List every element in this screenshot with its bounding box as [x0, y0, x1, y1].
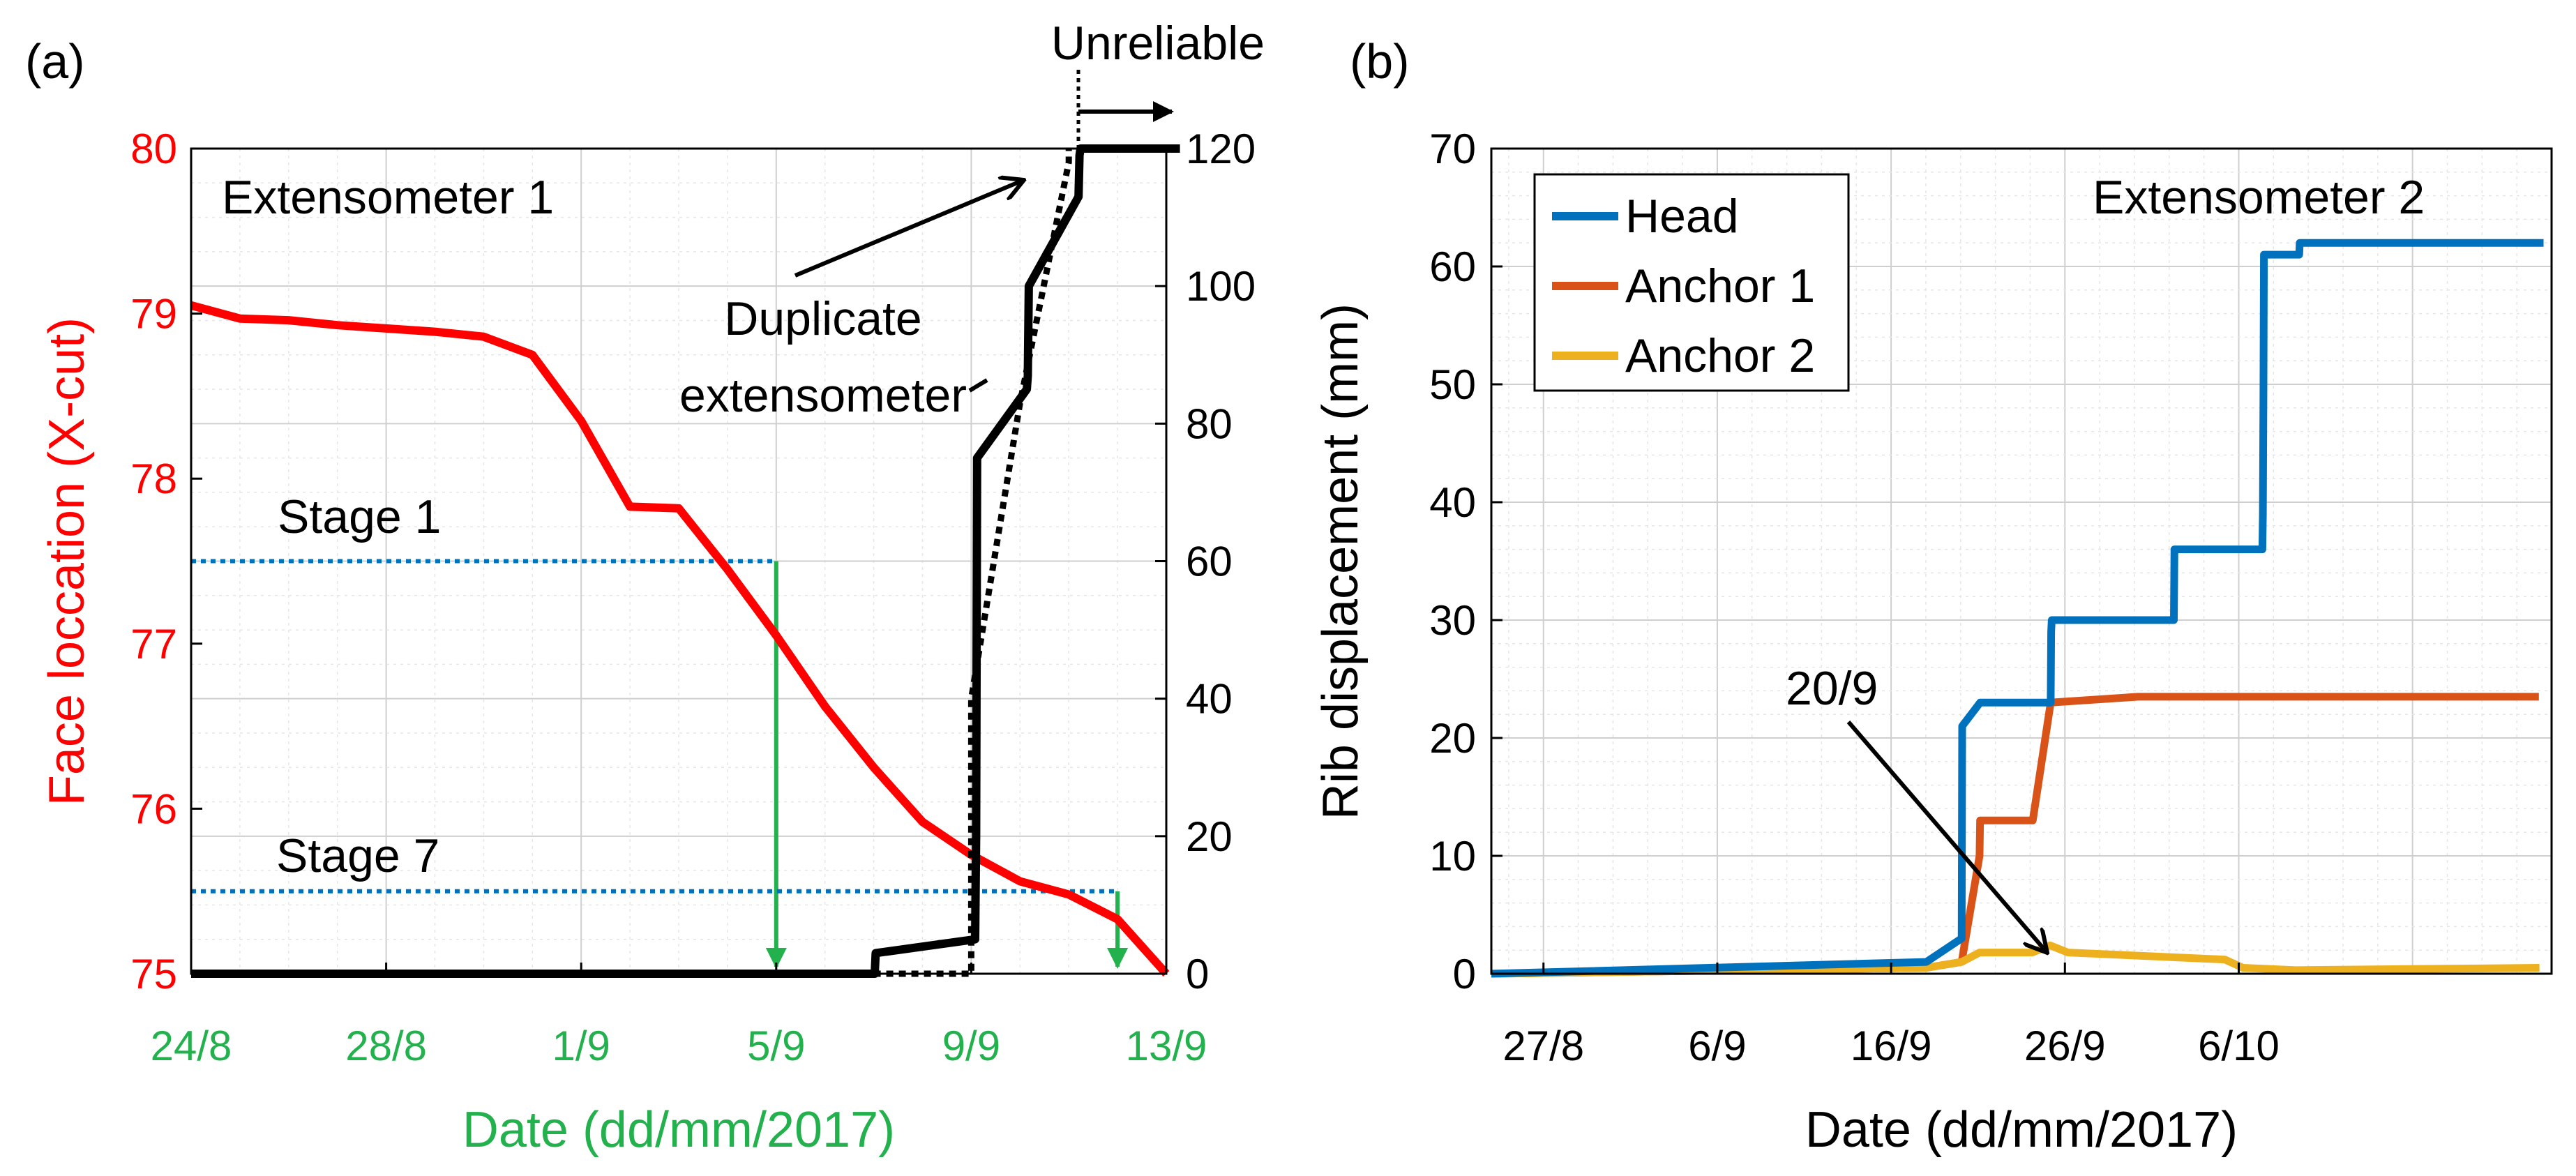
panel-b-xlabel: Date (dd/mm/2017): [1805, 1102, 2238, 1158]
annotation-duplicate-line2: extensometer: [679, 369, 967, 422]
series-line-solid-red: [190, 301, 1170, 977]
x-tick-label: 9/9: [942, 1023, 1000, 1069]
y-right-tick-label: 20: [1186, 813, 1233, 860]
y-right-tick-label: 80: [1186, 400, 1233, 447]
panel-a-xlabel: Date (dd/mm/2017): [462, 1102, 895, 1158]
x-tick-label: 28/8: [345, 1023, 427, 1069]
x-tick-label: 5/9: [747, 1023, 805, 1069]
y-tick-label: 20: [1429, 715, 1476, 762]
legend-label: Anchor 1: [1625, 259, 1815, 312]
panel-b: (b) 27/8 6/9 16/9 26/9 6/10 0 10 20 30 40 50 60 70 H…: [1313, 34, 2553, 1158]
legend-label: Head: [1625, 190, 1739, 243]
y-tick-label: 10: [1429, 833, 1476, 880]
y-left-tick-label: 78: [130, 455, 177, 502]
panel-b-ticks: 27/8 6/9 16/9 26/9 6/10 0 10 20 30 40 50 60 70: [1429, 126, 2280, 1069]
y-tick-label: 70: [1429, 126, 1476, 172]
series-line-head: [1491, 239, 2544, 978]
x-tick-label: 1/9: [552, 1023, 610, 1069]
y-left-tick-label: 79: [130, 291, 177, 338]
legend-label: Anchor 2: [1625, 329, 1815, 382]
legend: Head Anchor 1 Anchor 2: [1533, 173, 1850, 392]
date-arrow: [1846, 721, 2047, 953]
panel-b-series: [1491, 239, 2544, 978]
y-tick-label: 40: [1429, 479, 1476, 526]
y-right-tick-label: 40: [1186, 676, 1233, 723]
y-tick-label: 50: [1429, 361, 1476, 408]
x-tick-label: 26/9: [2024, 1023, 2106, 1069]
y-right-tick-label: 0: [1186, 951, 1209, 997]
y-tick-label: 30: [1429, 597, 1476, 644]
panel-a-ticks: 24/8 28/8 1/9 5/9 9/9 13/9 75 76 77 78 79 80 0 20 40 60…: [130, 126, 1256, 1069]
y-left-tick-label: 75: [130, 951, 177, 997]
legend-items: Head Anchor 1 Anchor 2: [1552, 190, 1815, 382]
panel-b-axes-box: [1490, 147, 2553, 975]
panel-a-label: (a): [25, 34, 85, 89]
y-left-tick-label: 77: [130, 621, 177, 668]
x-tick-label: 27/8: [1502, 1023, 1584, 1069]
annotation-unreliable: Unreliable: [1051, 17, 1265, 70]
x-tick-label: 13/9: [1126, 1023, 1207, 1069]
x-tick-label: 6/10: [2198, 1023, 2280, 1069]
annotation-stage-7: Stage 7: [276, 829, 439, 882]
panel-a-ylabel-left: Face loccation (X-cut): [39, 317, 95, 806]
series-line-solid-black: [191, 144, 1180, 978]
y-right-tick-label: 60: [1186, 538, 1233, 585]
panel-b-ylabel: Rib displacement (mm): [1313, 303, 1369, 820]
duplicate-arrow: [794, 180, 1024, 278]
y-right-tick-label: 120: [1186, 126, 1256, 172]
y-tick-label: 60: [1429, 243, 1476, 290]
y-right-tick-label: 100: [1186, 263, 1256, 310]
annotation-extensometer-2: Extensometer 2: [2093, 171, 2425, 224]
x-tick-label: 6/9: [1688, 1023, 1746, 1069]
annotation-duplicate-line1: Duplicate: [724, 292, 922, 345]
series-line-anchor-2: [1491, 941, 2540, 978]
x-tick-label: 16/9: [1851, 1023, 1932, 1069]
annotation-extensometer-1: Extensometer 1: [222, 171, 554, 224]
annotation-date-arrow: 20/9: [1786, 662, 1878, 715]
y-left-tick-label: 80: [130, 126, 177, 172]
y-tick-label: 0: [1453, 951, 1476, 997]
y-left-tick-label: 76: [130, 785, 177, 832]
panel-a: (a) 24/8 28/8 1/9 5/9 9/9 13/9 75 76 77 78 79 80 0 20…: [25, 17, 1265, 1158]
panel-b-label: (b): [1350, 34, 1410, 89]
x-tick-label: 24/8: [151, 1023, 232, 1069]
duplicate-arrow-2: [968, 378, 988, 393]
annotation-stage-1: Stage 1: [278, 490, 441, 543]
